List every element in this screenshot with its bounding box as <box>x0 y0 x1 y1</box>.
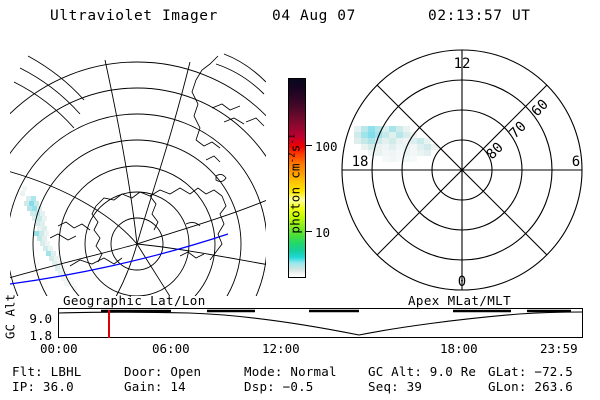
status-gain: Gain: 14 <box>124 379 186 394</box>
instrument-title: Ultraviolet Imager <box>50 8 218 24</box>
status-gc-alt: GC Alt: 9.0 Re <box>368 364 477 379</box>
mlt-label-6: 6 <box>572 154 580 170</box>
mlt-dial-svg: 12 6 0 18 60 70 80 <box>341 49 583 291</box>
mlat-label-80: 80 <box>484 140 507 163</box>
latitude-grid-circles <box>10 61 266 296</box>
status-ip: IP: 36.0 <box>12 379 74 394</box>
mlt-label-12: 12 <box>454 56 471 72</box>
header-bar: Ultraviolet Imager 04 Aug 07 02:13:57 UT <box>0 8 600 30</box>
magnetic-panel-caption: Apex MLat/MLT <box>408 293 512 308</box>
observation-time: 02:13:57 UT <box>428 8 531 24</box>
terminator-line <box>10 233 229 285</box>
colorbar-title-main: photon cm <box>287 163 303 234</box>
longitude-meridian-lines <box>10 59 266 296</box>
mlt-spokes <box>342 50 582 290</box>
geographic-projection-panel[interactable] <box>10 48 266 296</box>
time-tick-1800: 18:00 <box>440 341 478 356</box>
status-filter: Flt: LBHL <box>12 364 82 379</box>
time-cursor[interactable] <box>108 310 110 338</box>
colorbar-title-mid: s <box>287 144 303 153</box>
colorbar-title-exp1: -2 <box>287 152 298 164</box>
status-glon: GLon: 263.6 <box>488 379 573 394</box>
time-tick-0000: 00:00 <box>40 341 78 356</box>
colorbar-gradient <box>289 79 305 277</box>
observation-date: 04 Aug 07 <box>272 8 356 24</box>
colorbar-tick-100 <box>306 145 312 146</box>
orbit-altitude-plot[interactable] <box>58 308 583 338</box>
mlt-label-18: 18 <box>352 154 369 170</box>
altitude-ytick-max: 9.0 <box>29 311 52 326</box>
colorbar-axis-title: photon cm-2s-1 <box>287 94 302 274</box>
status-seq: Seq: 39 <box>368 379 423 394</box>
status-glat: GLat: −72.5 <box>488 364 573 379</box>
colorbar-label-10: 10 <box>315 225 331 240</box>
geographic-panel-caption: Geographic Lat/Lon <box>63 293 206 308</box>
status-mode: Mode: Normal <box>244 364 337 379</box>
colorbar-title-exp2: -1 <box>287 133 298 145</box>
time-tick-2359: 23:59 <box>540 341 578 356</box>
mlt-label-0: 0 <box>458 274 466 290</box>
status-door: Door: Open <box>124 364 202 379</box>
colorbar-axis-title-wrap: photon cm-2s-1 <box>258 80 302 276</box>
colorbar-tick-10 <box>306 231 312 232</box>
colorbar-label-100: 100 <box>315 139 338 154</box>
status-dsp: Dsp: −0.5 <box>244 379 314 394</box>
coastline-outline <box>49 55 265 267</box>
magnetic-polar-dial-panel[interactable]: 12 6 0 18 60 70 80 <box>340 48 590 298</box>
time-tick-0600: 06:00 <box>152 341 190 356</box>
colorbar[interactable] <box>288 78 306 278</box>
altitude-curve <box>59 311 582 336</box>
aurora-emission-geographic <box>20 186 77 291</box>
time-tick-1200: 12:00 <box>262 341 300 356</box>
altitude-trace-svg <box>59 309 582 336</box>
altitude-ytick-min: 1.8 <box>29 328 52 343</box>
geographic-map-svg <box>10 53 266 296</box>
upper-left-grid-arcs <box>13 53 266 129</box>
